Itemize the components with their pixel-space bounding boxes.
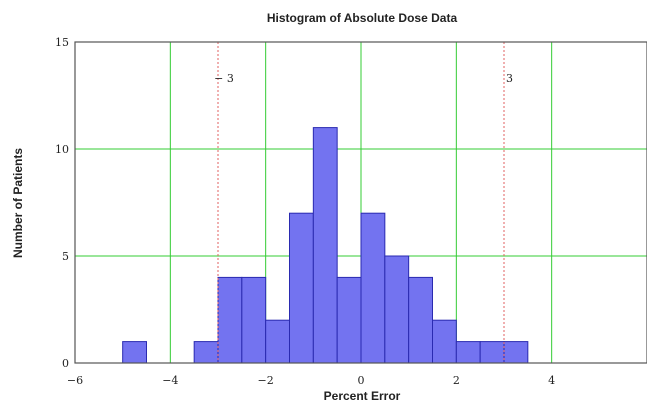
x-tick-label-2: −2: [258, 374, 274, 387]
histogram-bar-0: [122, 341, 147, 364]
x-tick-label-3: 0: [358, 374, 365, 387]
histogram-bar-4: [265, 319, 290, 364]
histogram-bar-1: [193, 341, 219, 364]
histogram-bar-7: [336, 276, 362, 364]
histogram-bar-13: [479, 341, 505, 364]
x-tick-label-1: −4: [162, 374, 178, 387]
reference-label-1: 3: [506, 72, 513, 85]
x-tick-label-5: 4: [548, 374, 555, 387]
histogram-bar-5: [289, 212, 314, 364]
histogram-bar-2: [217, 276, 243, 364]
histogram-bar-9: [384, 255, 410, 364]
y-tick-label-1: 5: [62, 250, 69, 263]
y-tick-labels: 0 5 10 15: [55, 36, 69, 370]
reference-label-0: − 3: [214, 72, 234, 85]
x-axis-label: Percent Error: [324, 389, 401, 403]
histogram-bar-6: [312, 127, 338, 364]
plot-frame: [74, 41, 647, 364]
y-tick-label-2: 10: [55, 143, 69, 156]
y-tick-label-3: 15: [55, 36, 69, 49]
histogram-bar-14: [503, 341, 529, 364]
x-tick-label-0: −6: [67, 374, 83, 387]
chart-title: Histogram of Absolute Dose Data: [267, 11, 458, 25]
histogram-bar-12: [455, 341, 481, 364]
x-tick-label-4: 2: [453, 374, 460, 387]
histogram-bar-11: [432, 319, 457, 364]
histogram-bars: [122, 127, 529, 364]
histogram-bar-8: [360, 212, 386, 364]
y-axis-label: Number of Patients: [11, 148, 25, 258]
reference-lines: − 3 3: [214, 42, 513, 363]
histogram-bar-3: [241, 276, 267, 364]
y-tick-label-0: 0: [62, 357, 69, 370]
histogram-bar-10: [408, 276, 433, 364]
x-tick-labels: −6 −4 −2 0 2 4: [67, 374, 555, 387]
